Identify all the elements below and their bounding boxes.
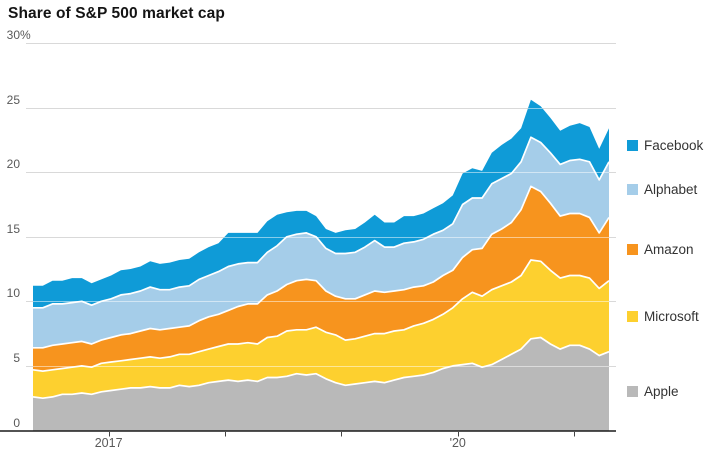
legend-label: Facebook (644, 137, 704, 153)
legend-label: Microsoft (644, 308, 699, 324)
legend-swatch-microsoft (627, 310, 638, 322)
y-axis-label: 30% (6, 28, 31, 42)
area-facebook (33, 99, 609, 308)
y-axis-label: 0 (13, 415, 20, 430)
separator-line (33, 136, 610, 309)
y-axis-label: 10 (6, 286, 20, 301)
area-alphabet (33, 137, 609, 348)
legend-label: Alphabet (644, 182, 698, 198)
legend-swatch-facebook (627, 139, 638, 151)
legend-item-facebook: Facebook (627, 137, 703, 153)
legend-swatch-apple (627, 385, 638, 397)
y-axis-unit: % (20, 28, 31, 42)
y-axis-label: 25 (6, 92, 20, 107)
legend-item-microsoft: Microsoft (627, 308, 699, 324)
x-axis-label: '20 (449, 436, 466, 450)
legend-label: Apple (644, 383, 679, 399)
area-apple (33, 337, 609, 431)
legend-item-amazon: Amazon (627, 241, 694, 257)
y-axis-label: 15 (6, 221, 20, 236)
legend-swatch-amazon (627, 243, 638, 255)
x-axis-label: 2017 (94, 436, 123, 450)
legend-item-alphabet: Alphabet (627, 182, 697, 198)
legend-item-apple: Apple (627, 383, 679, 399)
legend-label: Amazon (644, 241, 694, 257)
separator-line (32, 259, 610, 372)
separator-line (32, 336, 610, 400)
y-axis-label: 5 (13, 350, 20, 365)
y-axis-label: 20 (6, 157, 20, 172)
chart-title: Share of S&P 500 market cap (8, 5, 225, 22)
separator-line (33, 185, 610, 349)
legend-swatch-alphabet (627, 184, 638, 196)
